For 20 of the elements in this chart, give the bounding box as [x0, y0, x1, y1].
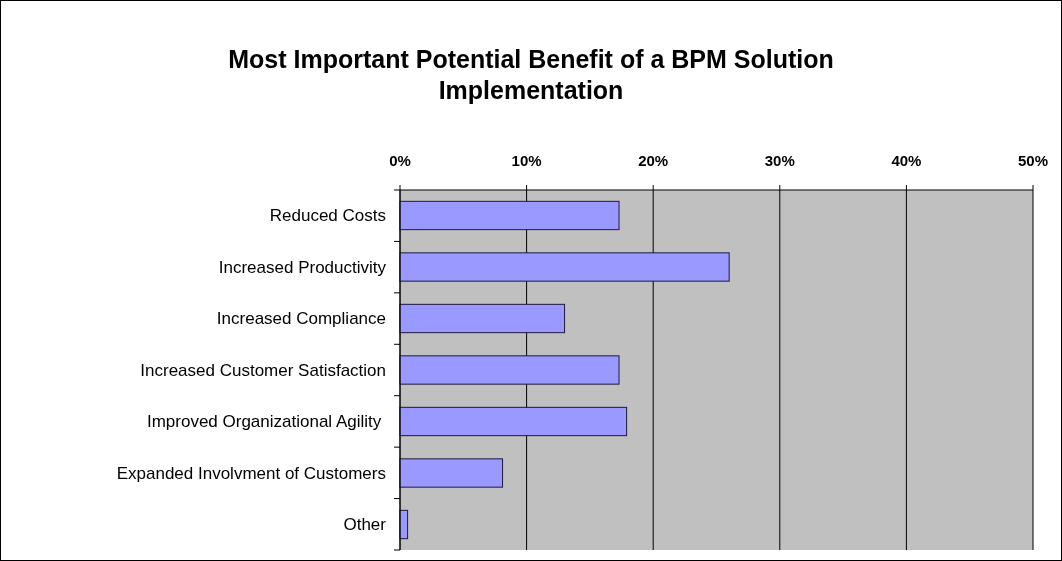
x-tick-label: 0% [389, 152, 411, 169]
x-tick-label: 40% [891, 152, 922, 169]
bar [399, 303, 566, 334]
x-tick-label: 30% [764, 152, 795, 169]
y-tick-label: Expanded Involvment of Customers [116, 463, 386, 483]
x-tick-label: 10% [511, 152, 542, 169]
y-tick-label: Improved Organizational Agility [146, 412, 386, 432]
y-tick-label: Increased Productivity [218, 257, 387, 277]
bar [399, 406, 628, 437]
y-tick-label: Increased Compliance [216, 309, 386, 329]
chart-title: Most Important Potential Benefit of a BPM Solution Implementation [228, 45, 834, 104]
bar [399, 458, 504, 488]
x-tick-label: 50% [1017, 152, 1049, 169]
y-tick-label: Reduced Costs [269, 206, 386, 226]
y-tick-label: Other [343, 515, 387, 535]
y-tick-label: Increased Customer Satisfaction [140, 360, 386, 380]
bar [399, 200, 620, 231]
bar [399, 355, 620, 385]
bar [399, 252, 730, 282]
x-tick-label: 20% [638, 152, 669, 169]
